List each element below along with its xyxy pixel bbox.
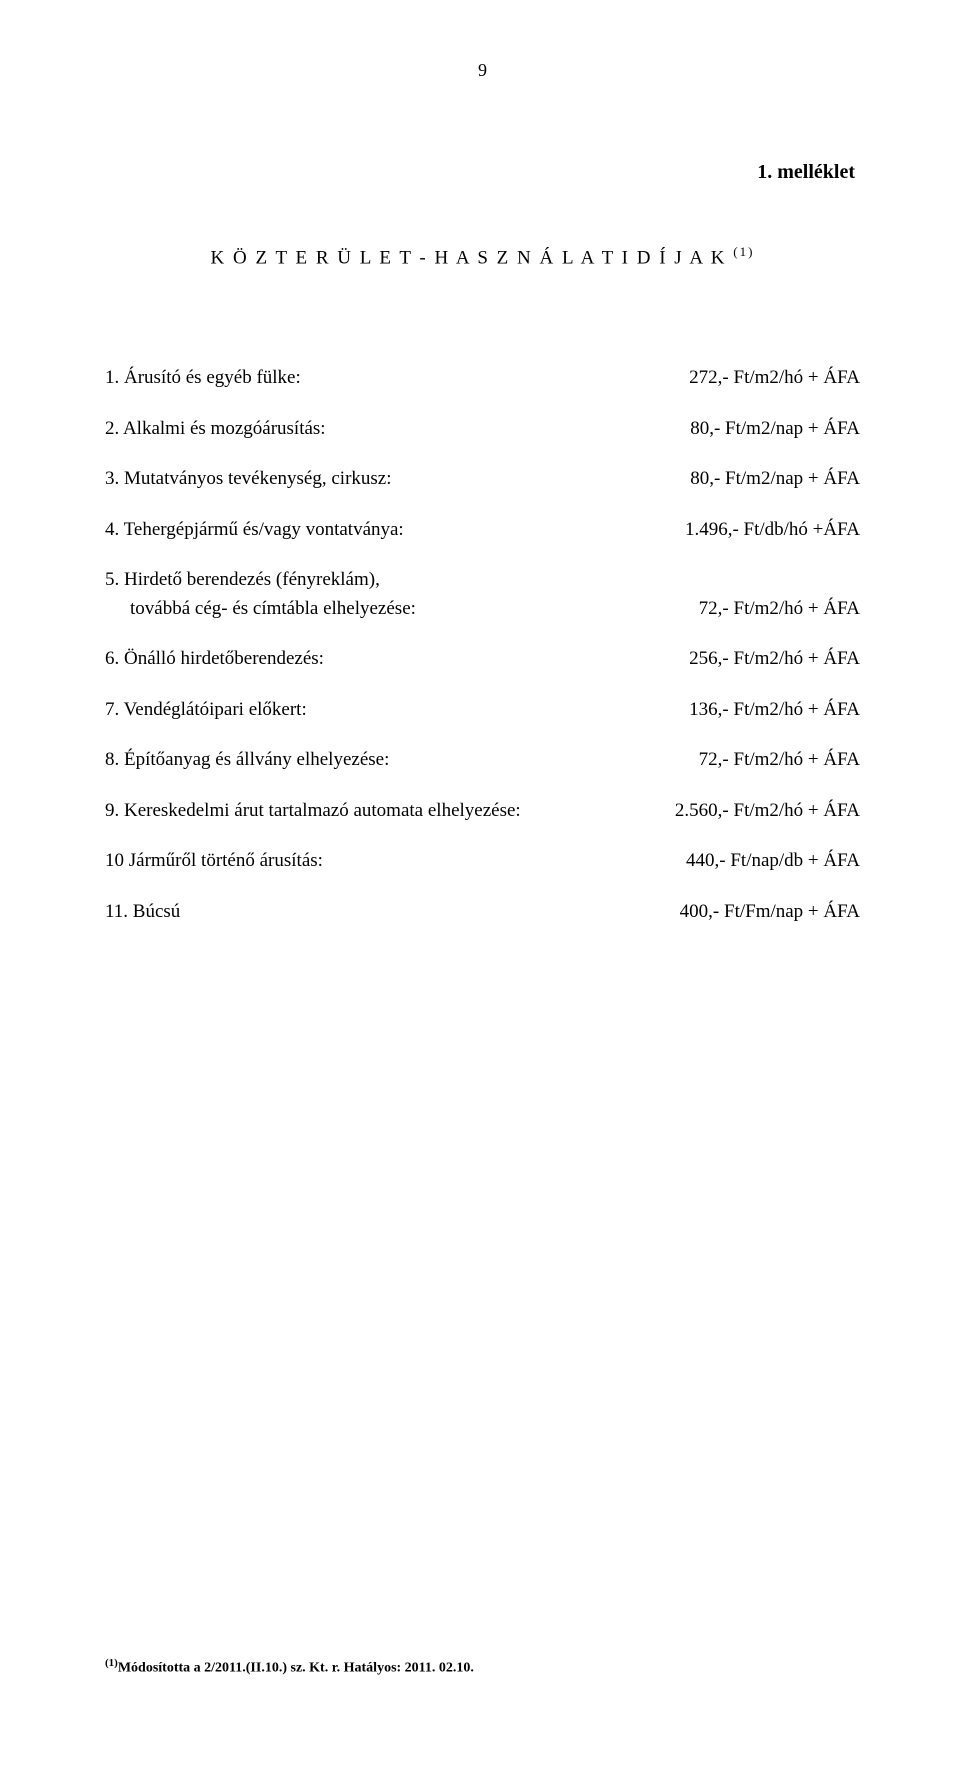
title-superscript: (1) <box>733 244 754 259</box>
fee-row: 8. Építőanyag és állvány elhelyezése: 72… <box>105 746 860 775</box>
fee-label: 6. Önálló hirdetőberendezés: <box>105 645 620 674</box>
fee-label: 2. Alkalmi és mozgóárusítás: <box>105 415 620 444</box>
footnote-text: Módosította a 2/2011.(II.10.) sz. Kt. r.… <box>118 1660 474 1675</box>
fee-row: 3. Mutatványos tevékenység, cirkusz: 80,… <box>105 465 860 494</box>
fee-value: 440,- Ft/nap/db + ÁFA <box>620 847 860 876</box>
fee-label: 8. Építőanyag és állvány elhelyezése: <box>105 746 620 775</box>
fee-value: 80,- Ft/m2/nap + ÁFA <box>620 465 860 494</box>
document-title: K Ö Z T E R Ü L E T - H A S Z N Á L A T … <box>105 244 860 269</box>
fee-label-line2: továbbá cég- és címtábla elhelyezése: <box>105 595 600 624</box>
fee-row: 1. Árusító és egyéb fülke: 272,- Ft/m2/h… <box>105 364 860 393</box>
appendix-label: 1. melléklet <box>105 161 860 184</box>
fee-row: 2. Alkalmi és mozgóárusítás: 80,- Ft/m2/… <box>105 415 860 444</box>
fee-value: 1.496,- Ft/db/hó +ÁFA <box>620 516 860 545</box>
page-number: 9 <box>105 60 860 81</box>
fee-label-line1: 5. Hirdető berendezés (fényreklám), <box>105 566 600 595</box>
fee-label: 10 Járműről történő árusítás: <box>105 847 620 876</box>
footnote-superscript: (1) <box>105 1657 118 1669</box>
footnote: (1)Módosította a 2/2011.(II.10.) sz. Kt.… <box>105 1657 474 1676</box>
fee-row: 10 Járműről történő árusítás: 440,- Ft/n… <box>105 847 860 876</box>
fee-list: 1. Árusító és egyéb fülke: 272,- Ft/m2/h… <box>105 364 860 926</box>
fee-row: 6. Önálló hirdetőberendezés: 256,- Ft/m2… <box>105 645 860 674</box>
fee-value: 256,- Ft/m2/hó + ÁFA <box>620 645 860 674</box>
fee-label: 11. Búcsú <box>105 898 620 927</box>
fee-label: 1. Árusító és egyéb fülke: <box>105 364 620 393</box>
fee-label: 3. Mutatványos tevékenység, cirkusz: <box>105 465 620 494</box>
fee-value: 72,- Ft/m2/hó + ÁFA <box>620 595 860 624</box>
fee-value: 136,- Ft/m2/hó + ÁFA <box>620 696 860 725</box>
fee-row: 11. Búcsú 400,- Ft/Fm/nap + ÁFA <box>105 898 860 927</box>
fee-value: 400,- Ft/Fm/nap + ÁFA <box>620 898 860 927</box>
fee-row: 7. Vendéglátóipari előkert: 136,- Ft/m2/… <box>105 696 860 725</box>
fee-row: 9. Kereskedelmi árut tartalmazó automata… <box>105 797 860 826</box>
fee-value: 80,- Ft/m2/nap + ÁFA <box>620 415 860 444</box>
fee-label: 9. Kereskedelmi árut tartalmazó automata… <box>105 797 620 826</box>
fee-value: 272,- Ft/m2/hó + ÁFA <box>620 364 860 393</box>
fee-label: 7. Vendéglátóipari előkert: <box>105 696 620 725</box>
fee-value: 72,- Ft/m2/hó + ÁFA <box>620 746 860 775</box>
title-text: K Ö Z T E R Ü L E T - H A S Z N Á L A T … <box>211 247 727 268</box>
fee-row: 4. Tehergépjármű és/vagy vontatványa: 1.… <box>105 516 860 545</box>
fee-label: 4. Tehergépjármű és/vagy vontatványa: <box>105 516 620 545</box>
fee-value: 2.560,- Ft/m2/hó + ÁFA <box>620 797 860 826</box>
fee-row: 5. Hirdető berendezés (fényreklám), tová… <box>105 566 860 623</box>
fee-label: 5. Hirdető berendezés (fényreklám), tová… <box>105 566 620 623</box>
